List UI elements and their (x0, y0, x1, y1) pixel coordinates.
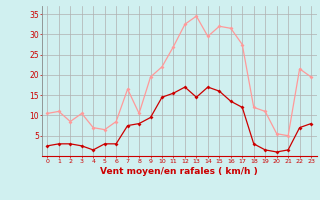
X-axis label: Vent moyen/en rafales ( km/h ): Vent moyen/en rafales ( km/h ) (100, 167, 258, 176)
